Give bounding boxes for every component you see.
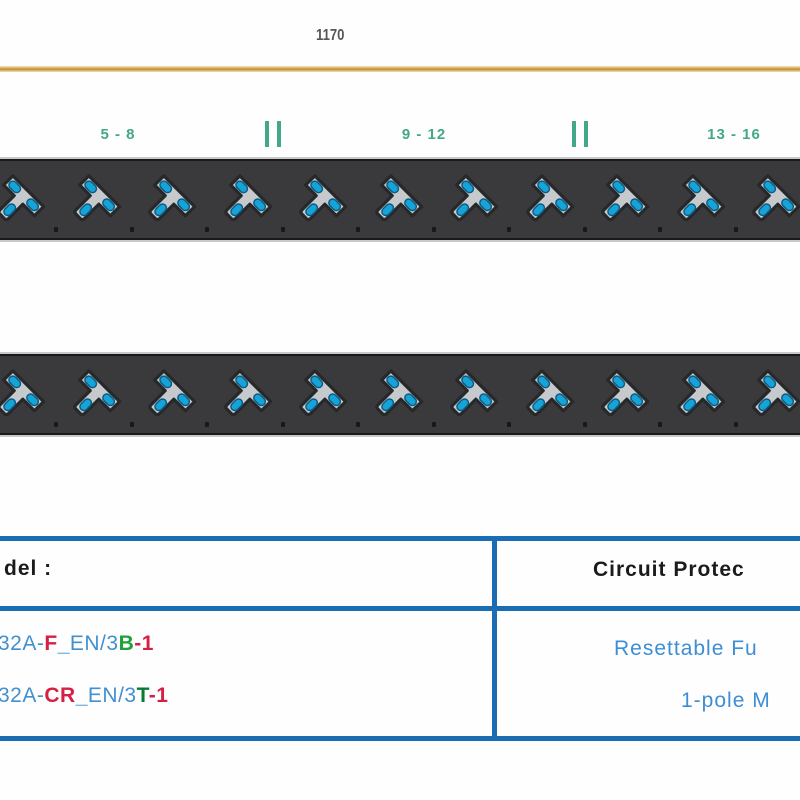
power-outlet-icon [752,369,800,417]
power-outlet-icon [0,174,46,222]
power-outlet-icon [0,369,46,417]
outlet-strip-1 [0,157,800,242]
power-outlet-icon [72,369,121,417]
model-number-row-1: 32A-F_EN/3B-1 [0,632,154,656]
outlet-screw-dot [54,227,58,232]
model-code-segment: -1 [134,632,154,655]
circuit-protection-column-header: Circuit Protec [593,558,745,581]
power-outlet-icon [374,174,423,222]
outlet-screw-dot [733,422,738,427]
model-code-segment: -1 [148,684,169,707]
protection-value-row-2: 1-pole M [681,689,771,712]
power-outlet-icon [450,369,499,417]
table-header-separator [0,606,800,611]
dimension-line [0,66,800,72]
power-outlet-icon [374,369,423,417]
table-top-border [0,536,800,541]
outlet-screw-dot [658,227,662,232]
group-separator-icon [572,121,588,147]
outlet-group-label-3: 13 - 16 [707,126,761,143]
power-outlet-icon [676,369,725,417]
outlet-screw-dot [280,422,285,427]
model-column-header: del : [4,557,53,580]
power-outlet-icon [676,174,725,222]
outlet-screw-dot [129,422,134,427]
power-outlet-icon [450,174,499,222]
model-code-segment: _ [75,684,88,707]
protection-value-row-1: Resettable Fu [614,637,758,660]
power-outlet-icon [601,174,650,222]
model-code-segment: F [44,632,58,655]
outlet-screw-dot [205,227,209,232]
power-outlet-icon [148,369,197,417]
power-outlet-icon [223,174,272,222]
model-number-row-2: 32A-CR_EN/3T-1 [0,684,168,708]
outlet-screw-dot [205,422,209,427]
outlet-group-row: 5 - 8 9 - 12 13 - 16 [0,120,800,152]
power-outlet-icon [525,369,574,417]
outlet-strip-2 [0,352,800,437]
outlet-screw-dot [280,227,285,232]
table-column-divider [492,536,497,741]
outlet-screw-dot [54,422,58,427]
outlet-group-label-1: 5 - 8 [100,126,136,143]
model-code-segment: EN/3 [87,684,137,707]
power-outlet-icon [72,174,121,222]
power-outlet-icon [299,174,348,222]
model-code-segment: _ [57,632,70,655]
outlet-screw-dot [582,227,587,232]
power-outlet-icon [148,174,197,222]
power-outlet-icon [299,369,348,417]
power-outlet-icon [525,174,574,222]
outlet-screw-dot [733,227,738,232]
outlet-screw-dot [356,422,360,427]
model-code-segment: 32A- [0,632,45,655]
outlet-screw-dot [507,422,511,427]
model-code-segment: CR [44,684,76,707]
power-outlet-icon [752,174,800,222]
model-code-segment: 32A- [0,684,45,707]
outlet-screw-dot [431,227,436,232]
model-code-segment: T [136,684,149,707]
power-outlet-icon [601,369,650,417]
outlet-screw-dot [356,227,360,232]
dimension-label: 1170 [316,27,345,44]
model-code-segment: EN/3 [69,632,119,655]
model-code-segment: B [118,632,135,655]
group-separator-icon [265,121,281,147]
outlet-screw-dot [582,422,587,427]
outlet-screw-dot [431,422,436,427]
outlet-group-label-2: 9 - 12 [401,126,447,143]
outlet-screw-dot [658,422,662,427]
power-outlet-icon [223,369,272,417]
table-bottom-border [0,736,800,741]
outlet-screw-dot [129,227,134,232]
outlet-screw-dot [507,227,511,232]
